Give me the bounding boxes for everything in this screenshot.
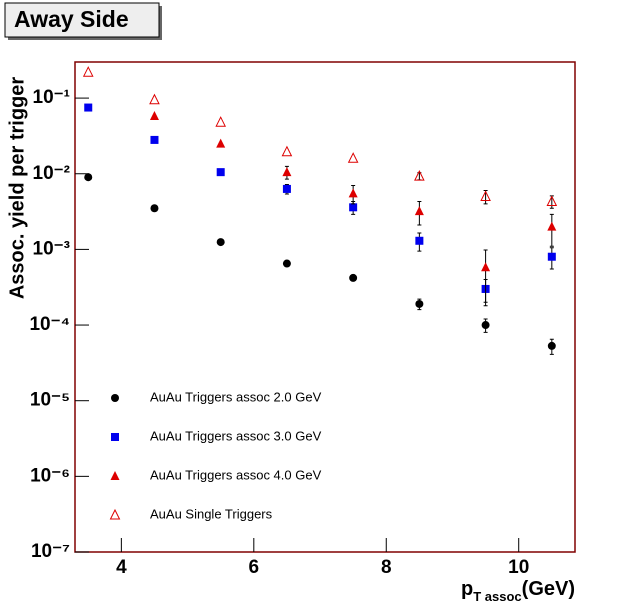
legend-marker	[110, 471, 120, 480]
y-tick-label: 10⁻⁷	[31, 541, 70, 562]
point	[150, 135, 159, 144]
x-label-main: p	[461, 578, 473, 600]
point	[547, 341, 556, 350]
point	[84, 173, 93, 182]
point	[215, 116, 227, 127]
y-axis-label: Assoc. yield per trigger	[6, 77, 28, 300]
point	[82, 66, 94, 77]
point	[547, 252, 556, 261]
legend-label: AuAu Triggers assoc 4.0 GeV	[150, 467, 322, 482]
y-tick-label: 10⁻³	[33, 238, 71, 259]
x-tick-label: 4	[116, 557, 127, 578]
point	[414, 170, 425, 181]
point	[216, 168, 225, 177]
point	[415, 236, 424, 245]
x-axis-label: pT assoc(GeV)	[461, 578, 575, 604]
x-label-unit: (GeV)	[522, 578, 575, 600]
point	[347, 152, 359, 163]
point	[546, 195, 558, 206]
point	[415, 299, 424, 308]
y-tick-label: 10⁻⁶	[30, 465, 70, 486]
x-label-sub: T assoc	[473, 589, 521, 604]
point	[348, 188, 358, 198]
point	[216, 138, 226, 148]
point	[349, 273, 358, 282]
point	[282, 167, 292, 177]
point	[349, 203, 358, 212]
point	[282, 184, 291, 193]
point	[149, 110, 159, 120]
x-tick-label: 8	[381, 557, 392, 578]
error-bar	[483, 249, 488, 307]
x-tick-label: 6	[249, 557, 260, 578]
plot-frame	[74, 61, 576, 553]
point	[480, 190, 491, 202]
point	[282, 259, 291, 268]
point	[414, 206, 424, 216]
legend-marker	[109, 508, 121, 520]
error-bar	[549, 195, 554, 209]
point	[547, 221, 557, 231]
x-tick-label: 10	[508, 557, 529, 578]
point	[481, 262, 491, 272]
point	[281, 145, 293, 157]
legend-label: AuAu Triggers assoc 2.0 GeV	[150, 389, 322, 404]
point	[216, 238, 225, 247]
chart-title: Away Side	[14, 6, 129, 32]
point	[481, 321, 490, 330]
y-tick-label: 10⁻⁵	[30, 390, 70, 411]
point	[149, 93, 160, 105]
point	[150, 204, 159, 213]
y-tick-label: 10⁻¹	[33, 87, 71, 108]
title-box	[4, 2, 160, 38]
legend-label: AuAu Triggers assoc 3.0 GeV	[150, 428, 322, 443]
legend-label: AuAu Single Triggers	[150, 506, 273, 521]
y-tick-label: 10⁻⁴	[29, 314, 70, 335]
y-tick-label: 10⁻²	[33, 163, 71, 184]
legend-marker	[111, 394, 119, 402]
point	[84, 103, 93, 112]
legend-marker	[111, 433, 119, 441]
